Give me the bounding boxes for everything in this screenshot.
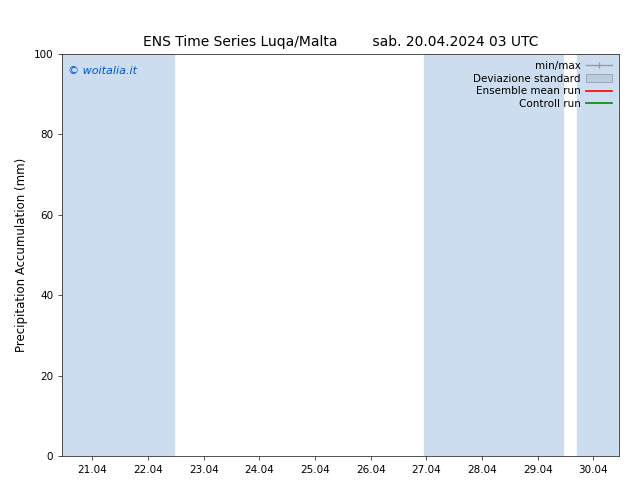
Legend: min/max, Deviazione standard, Ensemble mean run, Controll run: min/max, Deviazione standard, Ensemble m…: [471, 59, 614, 111]
Text: © woitalia.it: © woitalia.it: [68, 66, 137, 76]
Y-axis label: Precipitation Accumulation (mm): Precipitation Accumulation (mm): [15, 158, 28, 352]
Bar: [424, 54, 564, 456]
Bar: [62, 54, 174, 456]
Bar: [577, 54, 619, 456]
Title: ENS Time Series Luqa/Malta        sab. 20.04.2024 03 UTC: ENS Time Series Luqa/Malta sab. 20.04.20…: [143, 35, 538, 49]
